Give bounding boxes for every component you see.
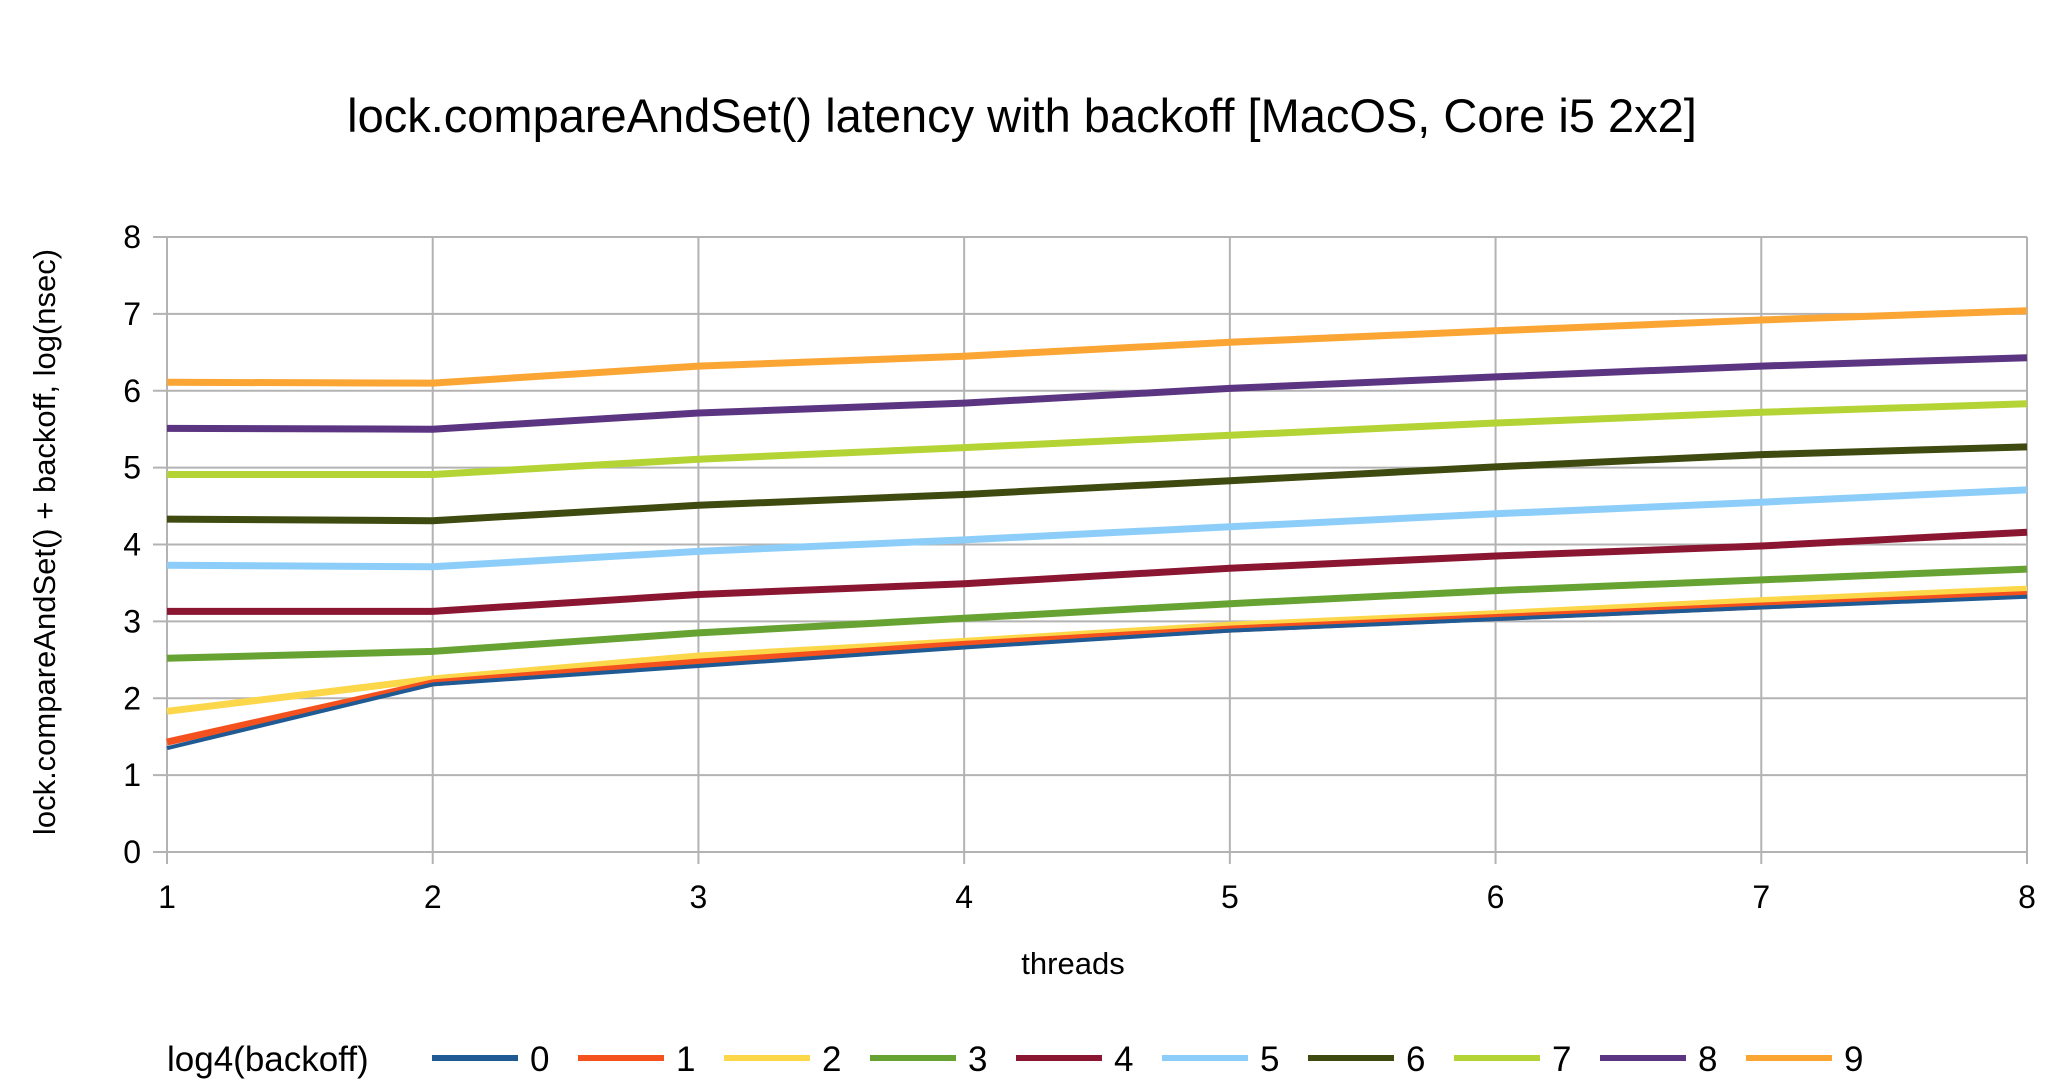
y-tick-label: 1 (123, 757, 141, 793)
series-line-0 (166, 594, 2028, 751)
series-line-1 (166, 591, 2028, 746)
x-tick-label: 8 (2018, 879, 2036, 915)
legend-label-9: 9 (1844, 1040, 1863, 1079)
series-lines (166, 307, 2028, 751)
y-tick-label: 4 (123, 527, 141, 563)
y-tick-label: 3 (123, 603, 141, 639)
y-axis-label: lock.compareAndSet() + backoff, log(nsec… (27, 249, 62, 835)
x-tick-label: 5 (1221, 879, 1239, 915)
legend-label-6: 6 (1406, 1040, 1425, 1079)
series-line-5 (166, 486, 2028, 571)
y-axis-ticks: 0 1 2 3 4 5 6 7 8 (123, 219, 167, 870)
legend-label-8: 8 (1698, 1040, 1717, 1079)
y-tick-label: 6 (123, 373, 141, 409)
legend: log4(backoff) 0 1 2 3 4 5 6 7 8 9 (167, 1040, 1863, 1079)
series-line-3 (166, 565, 2028, 662)
y-tick-label: 0 (123, 834, 141, 870)
x-axis-ticks: 1 2 3 4 5 6 7 8 (158, 852, 2036, 915)
legend-label-2: 2 (822, 1040, 841, 1079)
series-line-7 (167, 400, 2028, 478)
legend-items: 0 1 2 3 4 5 6 7 8 9 (432, 1040, 1863, 1079)
x-tick-label: 6 (1487, 879, 1505, 915)
series-line-6 (166, 443, 2028, 525)
series-line-8 (166, 354, 2028, 433)
y-tick-label: 5 (123, 450, 141, 486)
gridlines (166, 236, 2028, 853)
x-axis-label: threads (1021, 946, 1124, 981)
legend-label-0: 0 (530, 1040, 549, 1079)
chart-title: lock.compareAndSet() latency with backof… (347, 89, 1697, 142)
legend-label-4: 4 (1114, 1040, 1133, 1079)
legend-label-1: 1 (676, 1040, 695, 1079)
x-tick-label: 1 (158, 879, 176, 915)
y-tick-label: 7 (123, 296, 141, 332)
legend-label-7: 7 (1552, 1040, 1571, 1079)
y-tick-label: 8 (123, 219, 141, 255)
series-line-9 (166, 307, 2028, 387)
legend-label-3: 3 (968, 1040, 987, 1079)
y-tick-label: 2 (123, 680, 141, 716)
x-tick-label: 4 (955, 879, 973, 915)
x-tick-label: 7 (1752, 879, 1770, 915)
series-line-4 (167, 528, 2028, 615)
legend-title: log4(backoff) (167, 1040, 369, 1079)
x-tick-label: 3 (690, 879, 708, 915)
legend-label-5: 5 (1260, 1040, 1279, 1079)
x-tick-label: 2 (424, 879, 442, 915)
